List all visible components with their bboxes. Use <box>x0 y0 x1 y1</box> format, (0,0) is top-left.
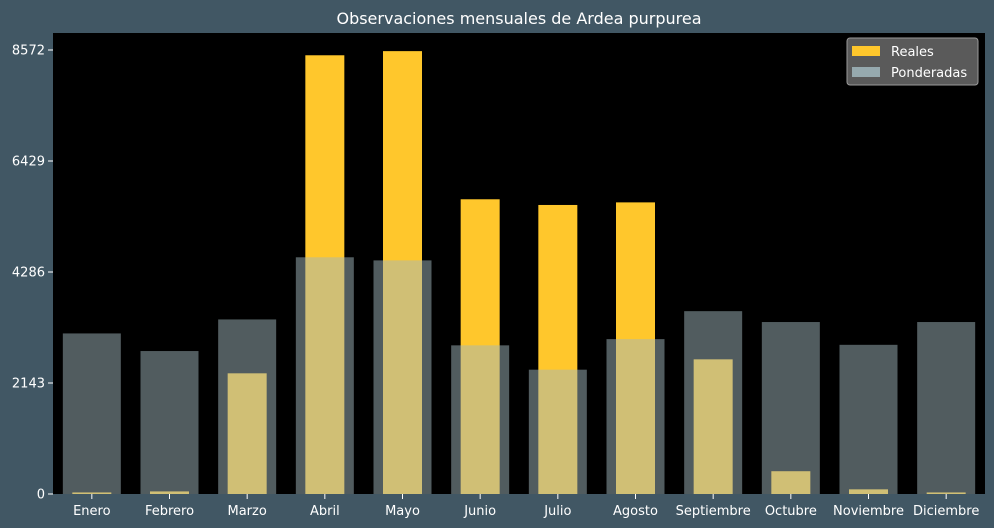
legend-label-reales: Reales <box>891 45 934 60</box>
y-tick-label: 4286 <box>12 265 45 280</box>
chart-title: Observaciones mensuales de Ardea purpure… <box>336 9 701 28</box>
bar-ponderadas-enero <box>62 333 121 494</box>
bar-ponderadas-junio <box>451 345 510 494</box>
bar-ponderadas-octubre <box>761 322 820 494</box>
y-tick-label: 8572 <box>12 43 45 58</box>
x-tick-label: Diciembre <box>913 504 979 519</box>
bar-ponderadas-abril <box>295 257 354 494</box>
bar-ponderadas-marzo <box>218 319 277 494</box>
plot-area <box>53 33 985 494</box>
bar-ponderadas-mayo <box>373 260 432 494</box>
x-tick-label: Septiembre <box>676 504 751 519</box>
x-tick-label: Abril <box>310 504 340 519</box>
bar-ponderadas-julio <box>528 369 587 494</box>
y-tick-label: 6429 <box>12 154 45 169</box>
bar-ponderadas-agosto <box>606 339 665 494</box>
x-tick-label: Agosto <box>613 504 658 519</box>
bar-ponderadas-diciembre <box>917 322 976 494</box>
x-tick-label: Febrero <box>145 504 194 519</box>
x-tick-label: Marzo <box>228 504 267 519</box>
bars-layer <box>62 51 976 495</box>
legend-label-ponderadas: Ponderadas <box>891 66 967 81</box>
x-tick-label: Julio <box>543 504 571 519</box>
x-tick-label: Enero <box>73 504 111 519</box>
x-tick-label: Noviembre <box>833 504 904 519</box>
y-tick-label: 0 <box>37 488 45 503</box>
bar-ponderadas-noviembre <box>839 344 898 494</box>
legend-swatch-ponderadas <box>852 67 880 77</box>
legend-swatch-reales <box>852 46 880 56</box>
legend: Reales Ponderadas <box>846 37 979 86</box>
bar-ponderadas-febrero <box>140 351 199 494</box>
x-tick-label: Octubre <box>765 504 817 519</box>
axes: 0 2143 4286 6429 8572 Enero Febrero Marzo Abril M… <box>12 43 979 519</box>
x-tick-label: Junio <box>463 504 496 519</box>
x-tick-label: Mayo <box>385 504 420 519</box>
y-tick-label: 2143 <box>12 376 45 391</box>
bar-ponderadas-septiembre <box>684 311 743 494</box>
